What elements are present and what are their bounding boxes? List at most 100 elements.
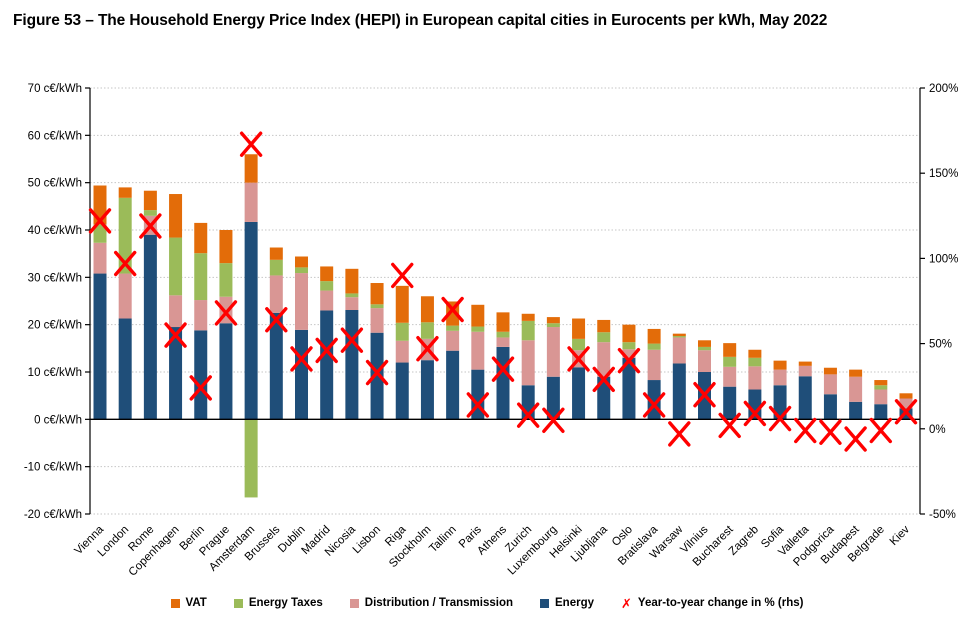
legend-item-energy: Energy [540, 597, 594, 609]
bar-segment-vat [143, 190, 157, 211]
bar-segment-energy [143, 234, 157, 420]
legend-swatch-icon [233, 598, 243, 608]
bar-segment-vat [118, 187, 132, 198]
bar-segment-vat [546, 317, 560, 324]
bar-segment-energy-taxes [446, 325, 460, 331]
bar-segment-distribution-transmission [395, 340, 409, 363]
bar-segment-distribution-transmission [597, 342, 611, 377]
bars [93, 154, 913, 498]
legend: VAT Energy Taxes Distribution / Transmissi… [0, 595, 974, 611]
bar-segment-energy [169, 327, 183, 420]
left-axis-tick-label: 60 c€/kWh [28, 130, 82, 142]
right-axis-tick-label: 200% [929, 83, 958, 95]
bar-segment-energy [420, 360, 434, 420]
bar-segment-vat [874, 380, 888, 386]
bar-segment-energy [597, 376, 611, 420]
bar-segment-energy-taxes [295, 267, 308, 274]
bar-segment-vat [496, 312, 510, 332]
bar-segment-vat [597, 319, 611, 333]
bar-segment-energy [370, 332, 384, 420]
bar-segment-energy-taxes [698, 346, 711, 351]
left-axis-tick-label: 10 c€/kWh [28, 367, 82, 379]
left-axis-tick-label: 40 c€/kWh [28, 225, 82, 237]
yoy-marker [869, 417, 893, 444]
yoy-marker [844, 426, 867, 452]
left-axis-tick-label: 0 c€/kWh [34, 414, 82, 426]
yoy-marker [290, 346, 313, 372]
bar-segment-energy-taxes [622, 342, 636, 350]
bar-segment-energy [244, 221, 258, 420]
bar-segment-energy-taxes [93, 224, 107, 243]
yoy-marker [391, 262, 414, 289]
legend-item-year-to-year-change-in-rhs: ✗ Year-to-year change in % (rhs) [621, 595, 803, 611]
bar-segment-energy-taxes [169, 237, 183, 296]
yoy-marker [567, 346, 590, 372]
legend-label: Energy Taxes [248, 597, 323, 609]
bar-segment-vat [823, 367, 837, 375]
bar-segment-energy [194, 330, 208, 420]
bar-segment-distribution-transmission [622, 349, 636, 358]
right-axis-tick-label: 50% [929, 339, 952, 351]
bar-segment-vat [320, 266, 334, 282]
bar-segment-energy [345, 309, 359, 420]
bar-segment-distribution-transmission [647, 349, 661, 381]
bar-segment-energy [798, 376, 812, 420]
left-axis-tick-label: 50 c€/kWh [28, 178, 82, 190]
bar-segment-energy-taxes [672, 336, 686, 338]
bar-segment-distribution-transmission [320, 290, 334, 311]
yoy-marker [164, 322, 187, 348]
bar-segment-energy-taxes [572, 338, 586, 351]
bar-segment-energy-taxes [143, 210, 157, 216]
right-axis-tick-label: -50% [929, 509, 956, 521]
legend-swatch-icon [540, 598, 550, 608]
bar-segment-vat [521, 313, 535, 321]
bar-segment-vat [219, 230, 233, 264]
bar-segment-distribution-transmission [672, 337, 686, 364]
bar-segment-distribution-transmission [269, 275, 283, 313]
bar-segment-energy-taxes [874, 385, 888, 390]
bar-segment-energy-taxes [723, 356, 737, 367]
bar-segment-vat [622, 324, 636, 343]
yoy-marker [894, 399, 918, 425]
yoy-marker [819, 419, 842, 445]
right-axis-tick-label: 0% [929, 424, 946, 436]
bar-segment-energy-taxes [370, 304, 384, 309]
bar-segment-energy-taxes [395, 322, 409, 341]
yoy-x-icon: ✗ [621, 595, 632, 611]
bar-segment-energy-taxes [269, 259, 283, 276]
bar-segment-energy [849, 401, 863, 420]
bar-segment-vat [471, 304, 485, 327]
bar-segment-energy [546, 376, 560, 420]
yoy-marker [693, 382, 716, 408]
yoy-marker [113, 250, 137, 277]
bar-segment-distribution-transmission [370, 308, 384, 333]
legend-swatch-icon [170, 598, 180, 608]
bar-segment-distribution-transmission [345, 297, 359, 310]
bar-segment-energy [269, 312, 283, 420]
bar-segment-energy-taxes [496, 331, 510, 338]
bar-segment-distribution-transmission [874, 389, 888, 405]
legend-swatch-icon [349, 598, 359, 608]
yoy-marker [516, 402, 540, 428]
yoy-marker [189, 375, 212, 401]
bar-segment-vat [370, 283, 384, 305]
bar-segment-vat [647, 328, 661, 344]
yoy-marker [794, 417, 817, 444]
bar-segment-energy [395, 362, 409, 420]
yoy-marker [592, 366, 615, 393]
bar-segment-vat [244, 154, 258, 183]
bar-segment-distribution-transmission [521, 340, 535, 386]
yoy-marker [668, 421, 691, 447]
bar-segment-distribution-transmission [471, 331, 485, 370]
bar-segment-distribution-transmission [773, 369, 787, 386]
bar-segment-vat [395, 285, 409, 323]
bar-segment-distribution-transmission [194, 300, 208, 331]
city-label: Kiev [888, 523, 912, 547]
bar-segment-energy-taxes [244, 419, 258, 498]
yoy-marker [214, 300, 238, 326]
bar-segment-energy [93, 273, 107, 420]
left-axis-tick-label: -10 c€/kWh [24, 462, 82, 474]
yoy-marker [491, 356, 515, 382]
